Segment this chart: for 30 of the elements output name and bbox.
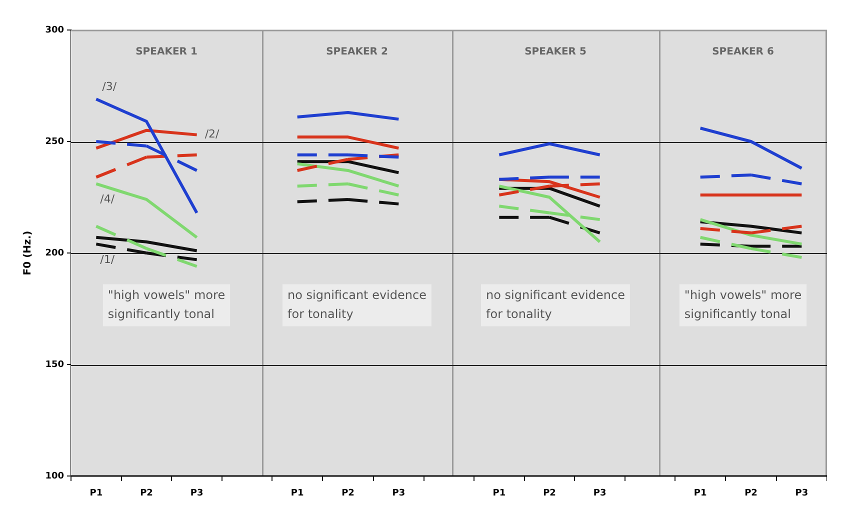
y-tick-label: 200	[45, 248, 64, 258]
y-tick-label: 250	[45, 136, 64, 147]
y-tick-label: 150	[45, 360, 64, 370]
x-tick-label: P1	[694, 488, 707, 499]
text: SPEAKER 2	[326, 46, 388, 58]
y-tick-label: 300	[45, 25, 64, 36]
annotation: /1/	[100, 252, 115, 266]
annotation: no significant evidence for tonality	[486, 288, 625, 321]
x-tick-label: P3	[593, 488, 606, 499]
annotation: "high vowels" more significantly tonal	[108, 288, 226, 321]
annotation: "high vowels" more significantly tonal	[684, 288, 802, 321]
text: SPEAKER 1	[136, 46, 198, 58]
x-tick-label: P2	[744, 488, 758, 499]
annotation: /2/	[204, 128, 220, 141]
x-tick-label: P1	[492, 488, 506, 499]
x-tick-label: P1	[290, 488, 304, 499]
y-tick-label: 100	[45, 471, 64, 482]
text: SPEAKER 6	[712, 46, 774, 58]
annotation: /3/	[102, 80, 117, 93]
x-tick-label: P2	[140, 488, 153, 499]
annotation: no significant evidence for tonality	[288, 288, 426, 321]
x-tick-label: P3	[392, 488, 406, 499]
annotation: /4/	[100, 192, 115, 206]
text: SPEAKER 5	[524, 46, 586, 58]
x-tick-label: P2	[342, 488, 354, 499]
y-axis-title: F0 (Hz.)	[22, 230, 34, 276]
x-tick-label: P1	[90, 488, 103, 499]
x-tick-label: P3	[190, 488, 204, 499]
x-tick-label: P3	[795, 488, 808, 499]
x-tick-label: P2	[543, 488, 556, 499]
